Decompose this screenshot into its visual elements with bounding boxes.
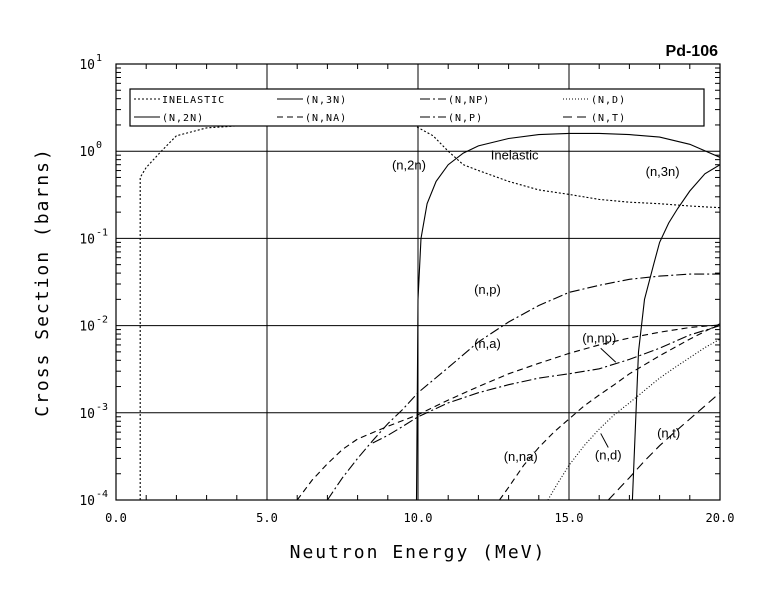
series-line-np (372, 325, 720, 444)
series-line-d (547, 338, 720, 500)
plot-frame (115, 63, 721, 501)
y-tick-label: 10 -1 (79, 227, 108, 247)
series-line-t (607, 392, 720, 500)
y-tick-base: 10 (79, 232, 95, 247)
annotation-label: (n,2n) (392, 157, 426, 172)
y-tick-exponent: -2 (96, 315, 108, 326)
annotation-label: (n,3n) (646, 164, 680, 179)
y-tick-exponent: 0 (96, 140, 102, 151)
series-line-inelastic (139, 124, 720, 500)
annotation-leader (600, 347, 617, 363)
series-line-na (499, 323, 720, 500)
x-tick-label: 20.0 (706, 511, 735, 525)
y-tick-base: 10 (79, 320, 95, 335)
series-curves (139, 124, 720, 500)
y-tick-label: 10 1 (79, 53, 102, 73)
annotation-leader (600, 433, 609, 448)
legend-label: (N,2N) (162, 113, 204, 124)
x-tick-label: 10.0 (404, 511, 433, 525)
grid-lines (116, 64, 720, 500)
y-tick-exponent: -1 (96, 227, 108, 238)
series-line-a (296, 324, 720, 500)
x-tick-label: 5.0 (256, 511, 278, 525)
legend-label: (N,T) (591, 113, 626, 124)
x-tick-label: 15.0 (555, 511, 584, 525)
legend-label: (N,D) (591, 95, 626, 106)
series-line-n2n (415, 132, 720, 500)
legend: INELASTIC (N,3N) (N,NP) (N,D) (N,2N) (N,NA) (N… (129, 88, 705, 127)
x-tick-label: 0.0 (105, 511, 127, 525)
legend-label: INELASTIC (162, 95, 225, 106)
series-line-p (326, 273, 720, 500)
y-tick-label: 10 -4 (79, 489, 108, 509)
annotation-label: (n,p) (474, 282, 501, 297)
y-tick-base: 10 (79, 58, 95, 73)
y-axis-label: Cross Section (barns) (32, 147, 53, 417)
series-line-n3n (631, 164, 720, 500)
y-tick-label: 10 -2 (79, 315, 108, 335)
y-tick-label: 10 -3 (79, 402, 108, 422)
y-tick-base: 10 (79, 407, 95, 422)
y-tick-label: 10 0 (79, 140, 102, 160)
curve-annotations: (n,2n) Inelastic (n,3n) (n,p) (n,a) (n,np) (n,… (392, 148, 680, 464)
y-tick-base: 10 (79, 494, 95, 509)
annotation-label: (n,na) (504, 449, 538, 464)
legend-label: (N,3N) (305, 95, 347, 106)
legend-label: (N,NP) (448, 95, 490, 106)
annotation-label: Inelastic (491, 148, 539, 163)
y-tick-exponent: -3 (96, 402, 108, 413)
annotation-label: (n,t) (657, 426, 680, 441)
x-axis-label: Neutron Energy (MeV) (290, 542, 547, 563)
y-tick-base: 10 (79, 145, 95, 160)
annotation-label: (n,a) (474, 336, 501, 351)
legend-label: (N,NA) (305, 113, 347, 124)
x-axis-ticks: 0.0 5.0 10.0 15.0 20.0 (105, 64, 734, 525)
y-tick-exponent: -4 (96, 489, 108, 500)
chart-title: Pd-106 (666, 43, 719, 60)
annotation-label: (n,np) (582, 331, 616, 346)
legend-box (129, 88, 705, 127)
annotation-label: (n,d) (595, 448, 622, 463)
y-tick-exponent: 1 (96, 53, 102, 64)
legend-label: (N,P) (448, 113, 483, 124)
